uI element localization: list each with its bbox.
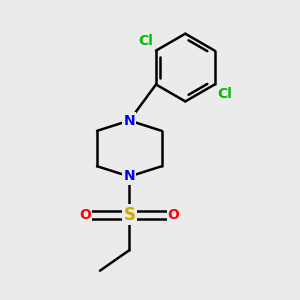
Text: S: S (123, 206, 135, 224)
Text: Cl: Cl (138, 34, 153, 48)
Text: O: O (168, 208, 179, 222)
Text: N: N (124, 169, 135, 184)
Text: N: N (124, 114, 135, 128)
Text: O: O (79, 208, 91, 222)
Text: Cl: Cl (218, 87, 232, 101)
